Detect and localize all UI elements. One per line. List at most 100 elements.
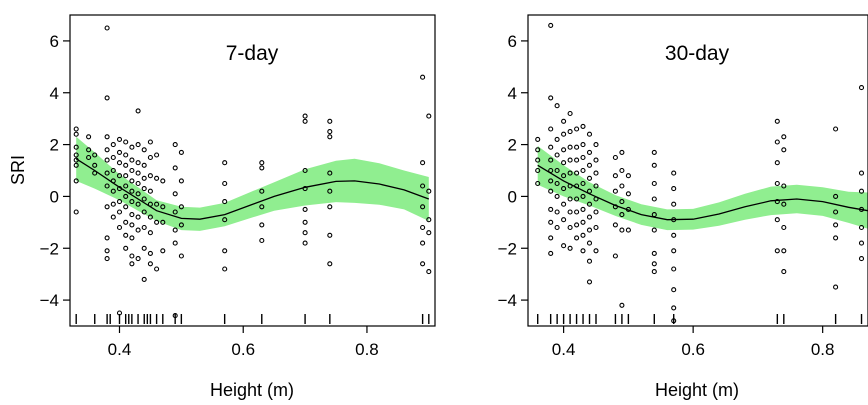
data-point: [104, 134, 110, 140]
data-point: [567, 157, 573, 163]
data-point: [104, 256, 110, 262]
data-point: [327, 134, 333, 140]
data-point: [426, 113, 432, 119]
data-point: [548, 22, 554, 28]
data-point: [580, 248, 586, 254]
panel-30-day-title: 30-day: [665, 42, 730, 65]
panel-7-day-points-layer: [73, 25, 432, 319]
data-point: [129, 235, 135, 241]
data-point: [651, 227, 657, 233]
data-point: [554, 180, 560, 187]
y-tick-label: −2: [498, 239, 517, 258]
data-point: [671, 186, 677, 192]
data-point: [580, 193, 586, 199]
data-point: [774, 118, 780, 124]
data-point: [104, 248, 110, 254]
data-point: [420, 74, 426, 80]
data-point: [141, 224, 147, 231]
data-point: [129, 167, 135, 174]
data-point: [671, 170, 677, 176]
data-point: [619, 149, 625, 155]
data-point: [141, 147, 147, 153]
data-point: [586, 214, 593, 220]
data-point: [154, 219, 160, 225]
data-point: [781, 248, 787, 254]
data-point: [110, 201, 116, 207]
data-point: [110, 214, 116, 220]
data-point: [554, 193, 560, 199]
data-point: [147, 230, 153, 236]
data-point: [135, 170, 141, 176]
x-tick-label: 0.8: [811, 340, 835, 359]
data-point: [123, 193, 129, 199]
data-point: [178, 149, 184, 155]
data-point: [781, 201, 787, 207]
data-point: [147, 173, 153, 179]
data-point: [593, 209, 599, 215]
data-point: [135, 227, 141, 233]
panel-7-day-axes: 0.4 0.6 0.8 −4 −2 0 2 4 6: [40, 14, 436, 359]
data-point: [222, 217, 228, 223]
data-point: [135, 108, 141, 114]
data-point: [548, 219, 554, 225]
data-point: [123, 245, 129, 251]
data-point: [574, 222, 580, 228]
data-point: [420, 224, 426, 231]
x-tick-label: 0.6: [681, 340, 705, 359]
data-point: [129, 261, 135, 267]
data-point: [586, 227, 593, 233]
data-point: [774, 180, 780, 187]
data-point: [858, 85, 865, 91]
data-point: [554, 224, 560, 231]
data-point: [774, 248, 780, 254]
data-point: [116, 209, 123, 215]
data-point: [104, 147, 110, 153]
data-point: [774, 160, 780, 166]
data-point: [567, 110, 573, 117]
data-point: [586, 240, 593, 246]
data-point: [104, 170, 110, 176]
data-point: [327, 129, 333, 135]
data-point: [420, 183, 426, 189]
y-tick-label: 0: [508, 187, 517, 206]
data-point: [259, 165, 265, 171]
data-point: [651, 180, 657, 187]
data-point: [671, 201, 677, 207]
data-point: [154, 201, 160, 207]
data-point: [535, 136, 541, 142]
data-point: [619, 212, 625, 218]
data-point: [147, 214, 153, 220]
data-point: [302, 186, 308, 192]
data-point: [147, 154, 153, 161]
data-point: [123, 232, 129, 238]
data-point: [833, 193, 839, 199]
data-point: [593, 142, 599, 148]
data-point: [858, 240, 865, 246]
data-point: [259, 160, 265, 166]
data-point: [104, 25, 110, 31]
data-point: [671, 266, 677, 272]
data-point: [671, 287, 677, 293]
data-point: [586, 131, 593, 137]
data-point: [625, 227, 631, 233]
panel-7-day: 0.4 0.6 0.8 −4 −2 0 2 4 6 7-day Height (m) SRI: [8, 14, 436, 400]
data-point: [426, 217, 432, 223]
data-point: [561, 217, 567, 223]
data-point: [116, 149, 123, 155]
data-point: [574, 157, 580, 163]
data-point: [561, 118, 567, 124]
data-point: [612, 173, 618, 179]
data-point: [619, 183, 625, 189]
y-tick-label: 4: [508, 84, 517, 103]
data-point: [554, 167, 560, 174]
data-point: [135, 256, 141, 262]
data-point: [116, 199, 123, 205]
data-point: [651, 149, 657, 155]
fit-line: [75, 158, 430, 220]
data-point: [548, 157, 554, 163]
data-point: [123, 219, 129, 225]
data-point: [593, 248, 599, 254]
y-tick-label: 6: [508, 32, 517, 51]
panel-30-day-rug-layer: [537, 314, 863, 324]
data-point: [548, 188, 554, 194]
